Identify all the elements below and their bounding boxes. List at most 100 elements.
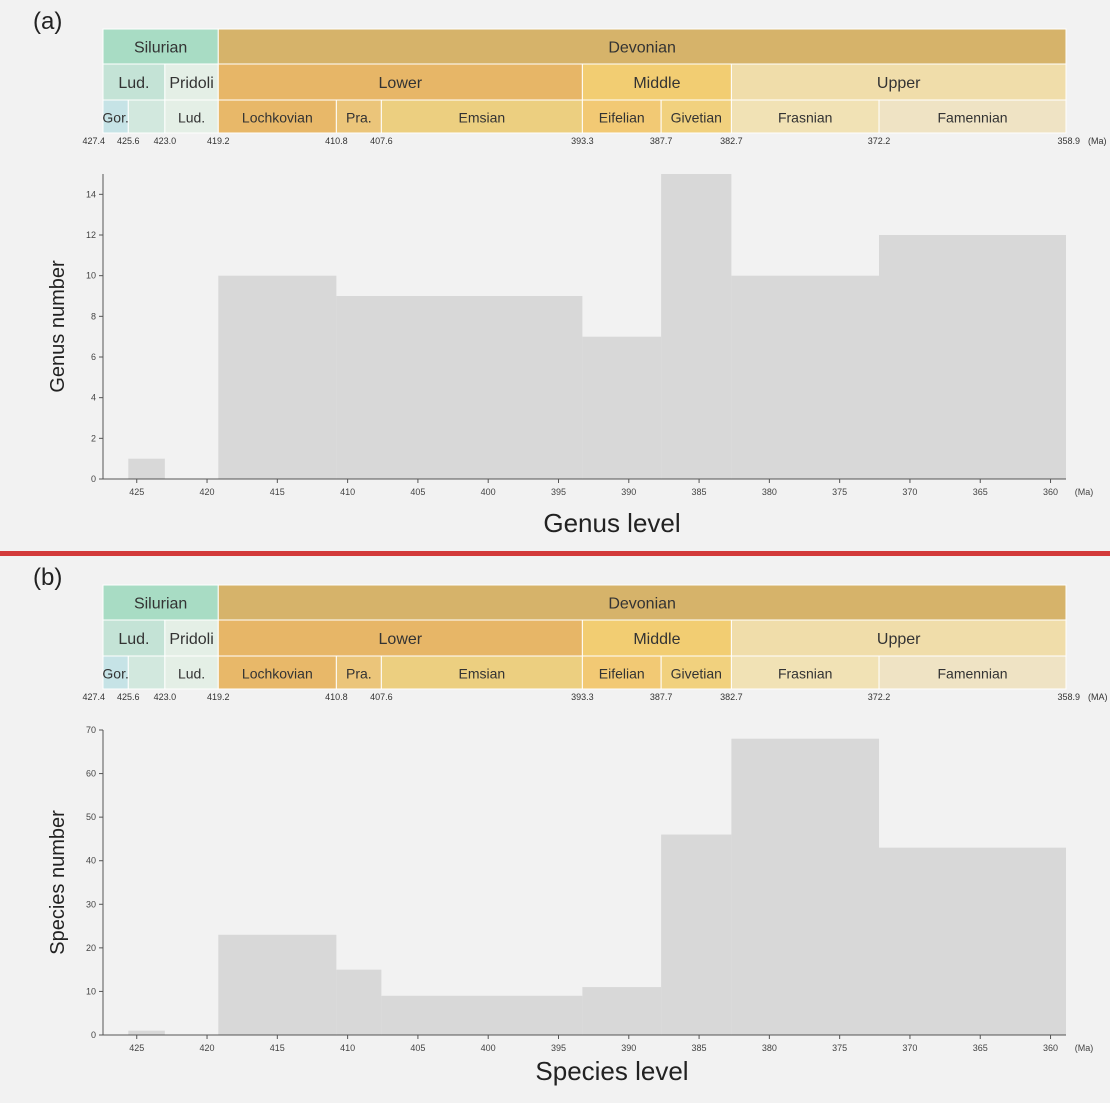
boundary-age-label: 407.6 bbox=[370, 692, 393, 702]
timescale-periods-box bbox=[102, 28, 219, 65]
timescale-stages-box bbox=[581, 99, 662, 134]
timescale-stages-box bbox=[164, 655, 219, 690]
bar-interval-2 bbox=[336, 296, 583, 479]
timescale-stages-box bbox=[878, 655, 1067, 690]
y-tick-label: 70 bbox=[86, 725, 96, 735]
x-tick-label: 425 bbox=[129, 1043, 144, 1053]
bar-interval-2 bbox=[336, 969, 382, 1035]
x-tick-label: 370 bbox=[902, 1043, 917, 1053]
timescale-stages-label: Pra. bbox=[346, 666, 372, 682]
boundary-age-label: 382.7 bbox=[720, 136, 743, 146]
y-tick-label: 10 bbox=[86, 986, 96, 996]
timescale-stages-box bbox=[660, 655, 732, 690]
timescale-epochs-label: Middle bbox=[633, 631, 680, 648]
timescale-stages-label: Gor. bbox=[102, 666, 128, 682]
timescale-unit-label: (Ma) bbox=[1088, 136, 1107, 146]
x-tick-label: 390 bbox=[621, 1043, 636, 1053]
x-tick-label: 410 bbox=[340, 1043, 355, 1053]
boundary-age-label: 372.2 bbox=[868, 692, 891, 702]
panel-separator bbox=[0, 551, 1110, 556]
timescale-epochs-box bbox=[730, 619, 1067, 657]
x-tick-label: 395 bbox=[551, 487, 566, 497]
timescale-stages-label: Pra. bbox=[346, 110, 372, 126]
y-tick-label: 14 bbox=[86, 189, 96, 199]
bar-interval-1 bbox=[218, 275, 337, 479]
x-tick-label: 405 bbox=[410, 1043, 425, 1053]
timescale-stages-label: Frasnian bbox=[778, 666, 832, 682]
boundary-age-label: 427.4 bbox=[82, 136, 105, 146]
timescale-epochs-label: Lud. bbox=[118, 75, 149, 92]
bar-interval-1 bbox=[218, 934, 337, 1035]
boundary-age-label: 393.3 bbox=[571, 136, 594, 146]
boundary-age-label: 423.0 bbox=[154, 136, 177, 146]
y-tick-label: 50 bbox=[86, 812, 96, 822]
timescale-unit-label: (MA) bbox=[1088, 692, 1108, 702]
chart-title: Genus level bbox=[543, 508, 680, 538]
timescale-periods-box bbox=[102, 584, 219, 621]
timescale-stages-label: Lochkovian bbox=[242, 110, 313, 126]
boundary-age-label: 372.2 bbox=[868, 136, 891, 146]
timescale-epochs-box bbox=[102, 619, 166, 657]
y-tick-label: 0 bbox=[91, 1030, 96, 1040]
x-tick-label: 380 bbox=[762, 1043, 777, 1053]
boundary-age-label: 410.8 bbox=[325, 136, 348, 146]
y-tick-label: 6 bbox=[91, 352, 96, 362]
bar-interval-7 bbox=[879, 847, 1066, 1035]
boundary-age-label: 358.9 bbox=[1057, 136, 1080, 146]
timescale-stages-label: Lochkovian bbox=[242, 666, 313, 682]
timescale-periods-box bbox=[217, 28, 1067, 65]
x-tick-label: 375 bbox=[832, 1043, 847, 1053]
y-tick-label: 10 bbox=[86, 271, 96, 281]
bar-interval-0 bbox=[128, 458, 165, 479]
y-tick-label: 4 bbox=[91, 393, 96, 403]
x-tick-label: 360 bbox=[1043, 1043, 1058, 1053]
x-tick-label: 420 bbox=[200, 487, 215, 497]
boundary-age-label: 393.3 bbox=[571, 692, 594, 702]
genus-chart: (a) Silurian Devonian Lud. Pridoli Lower Middl… bbox=[33, 8, 1107, 538]
x-tick-label: 385 bbox=[692, 487, 707, 497]
bar-interval-3 bbox=[582, 336, 662, 479]
x-tick-label: 405 bbox=[410, 487, 425, 497]
x-unit-label: (Ma) bbox=[1075, 487, 1094, 497]
timescale-stages-box bbox=[164, 99, 219, 134]
y-tick-label: 8 bbox=[91, 311, 96, 321]
boundary-age-label: 387.7 bbox=[650, 136, 673, 146]
bar-interval-0 bbox=[128, 1030, 165, 1035]
y-tick-label: 60 bbox=[86, 769, 96, 779]
x-tick-label: 385 bbox=[692, 1043, 707, 1053]
bar-interval-6 bbox=[731, 738, 880, 1035]
timescale-periods-label: Silurian bbox=[134, 596, 187, 613]
timescale-stages-box bbox=[380, 99, 583, 134]
timescale-periods-label: Devonian bbox=[608, 596, 676, 613]
x-tick-label: 400 bbox=[481, 487, 496, 497]
boundary-age-label: 387.7 bbox=[650, 692, 673, 702]
x-tick-label: 410 bbox=[340, 487, 355, 497]
bar-interval-4 bbox=[661, 174, 732, 479]
timescale-epochs-label: Upper bbox=[877, 75, 921, 92]
timescale-stages-label: Frasnian bbox=[778, 110, 832, 126]
boundary-age-label: 419.2 bbox=[207, 136, 230, 146]
timescale-epochs-label: Pridoli bbox=[169, 75, 213, 92]
boundary-age-label: 425.6 bbox=[117, 136, 140, 146]
boundary-age-label: 425.6 bbox=[117, 692, 140, 702]
timescale-epochs-label: Middle bbox=[633, 75, 680, 92]
timescale-stages-label: Famennian bbox=[937, 110, 1007, 126]
timescale-stages-box bbox=[127, 655, 166, 690]
bar-interval-4 bbox=[582, 987, 662, 1035]
timescale-stages-label: Eifelian bbox=[599, 110, 645, 126]
timescale-epochs-label: Lower bbox=[379, 631, 423, 648]
timescale-stages-box bbox=[127, 99, 166, 134]
timescale-stages-label: Famennian bbox=[937, 666, 1007, 682]
timescale-stages-label: Eifelian bbox=[599, 666, 645, 682]
timescale-stages-label: Lud. bbox=[178, 666, 205, 682]
boundary-age-label: 427.4 bbox=[82, 692, 105, 702]
timescale-stages-label: Givetian bbox=[671, 666, 722, 682]
timescale-epochs-box bbox=[581, 63, 732, 101]
x-tick-label: 380 bbox=[762, 487, 777, 497]
timescale-stages-box bbox=[581, 655, 662, 690]
boundary-age-label: 382.7 bbox=[720, 692, 743, 702]
timescale-epochs-label: Pridoli bbox=[169, 631, 213, 648]
timescale-stages-box bbox=[380, 655, 583, 690]
timescale-stages-label: Gor. bbox=[102, 110, 128, 126]
x-tick-label: 415 bbox=[270, 1043, 285, 1053]
